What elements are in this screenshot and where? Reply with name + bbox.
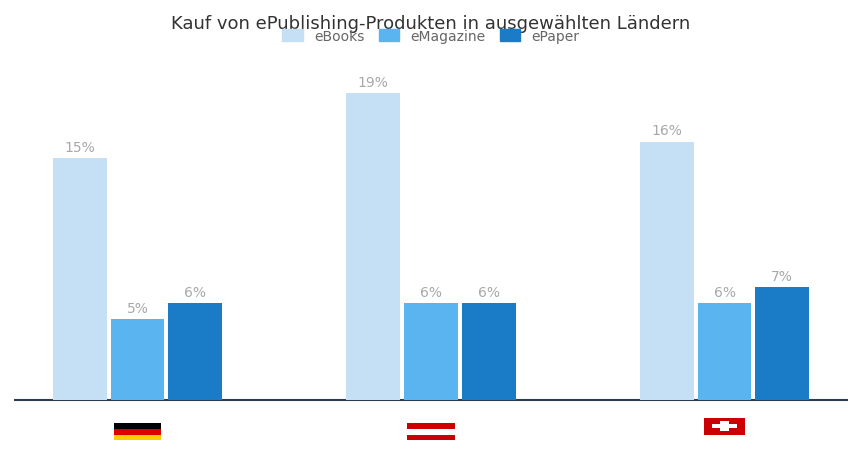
Text: 16%: 16% [651,124,681,138]
Text: 6%: 6% [184,285,206,299]
Title: Kauf von ePublishing-Produkten in ausgewählten Ländern: Kauf von ePublishing-Produkten in ausgew… [171,15,690,33]
Bar [461,304,515,400]
Text: 6%: 6% [477,285,499,299]
Text: 7%: 7% [771,269,792,283]
Bar [404,304,457,400]
Bar [53,158,107,400]
Bar [168,304,222,400]
Text: 15%: 15% [65,140,95,154]
Text: 6%: 6% [713,285,734,299]
Bar [346,94,400,400]
Text: 6%: 6% [419,285,442,299]
Bar [754,287,808,400]
Text: 19%: 19% [357,76,388,90]
Text: 5%: 5% [127,301,148,315]
Legend: eBooks, eMagazine, ePaper: eBooks, eMagazine, ePaper [276,24,585,49]
Bar [110,319,164,400]
Bar [639,142,693,400]
Bar [697,304,751,400]
